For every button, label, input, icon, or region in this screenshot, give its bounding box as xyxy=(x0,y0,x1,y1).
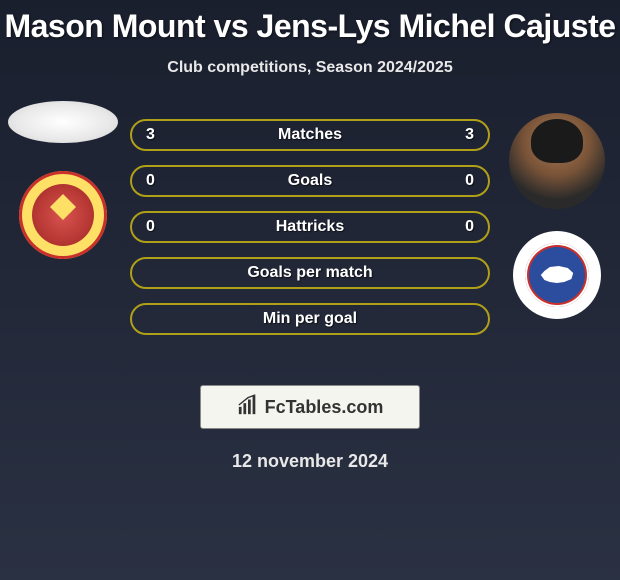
stat-label: Goals per match xyxy=(132,264,488,282)
player2-photo xyxy=(509,113,605,209)
stat-row: Min per goal xyxy=(130,303,490,335)
stat-label: Matches xyxy=(132,126,488,144)
ipswich-crest-inner xyxy=(525,243,589,307)
stat-row: 0Hattricks0 xyxy=(130,211,490,243)
date: 12 november 2024 xyxy=(0,451,620,472)
watermark: FcTables.com xyxy=(200,385,420,429)
stat-row: Goals per match xyxy=(130,257,490,289)
page-title: Mason Mount vs Jens-Lys Michel Cajuste xyxy=(0,0,620,45)
chart-icon xyxy=(237,394,259,421)
title-player1: Mason Mount xyxy=(4,8,205,44)
subtitle: Club competitions, Season 2024/2025 xyxy=(0,59,620,77)
stat-row: 0Goals0 xyxy=(130,165,490,197)
stat-row: 3Matches3 xyxy=(130,119,490,151)
title-vs: vs xyxy=(214,8,249,44)
stat-label: Goals xyxy=(132,172,488,190)
player1-club-crest xyxy=(19,171,107,259)
comparison-area: 3Matches3 0Goals0 0Hattricks0 Goals per mat… xyxy=(0,107,620,367)
stat-label: Min per goal xyxy=(132,310,488,328)
stat-label: Hattricks xyxy=(132,218,488,236)
stat-rows: 3Matches3 0Goals0 0Hattricks0 Goals per mat… xyxy=(130,119,490,335)
player2-column xyxy=(502,107,612,319)
watermark-text: FcTables.com xyxy=(265,397,384,418)
title-player2: Jens-Lys Michel Cajuste xyxy=(257,8,616,44)
manutd-crest-inner xyxy=(32,184,94,246)
player1-photo xyxy=(8,101,118,143)
player1-column xyxy=(8,107,118,259)
player2-club-crest xyxy=(513,231,601,319)
